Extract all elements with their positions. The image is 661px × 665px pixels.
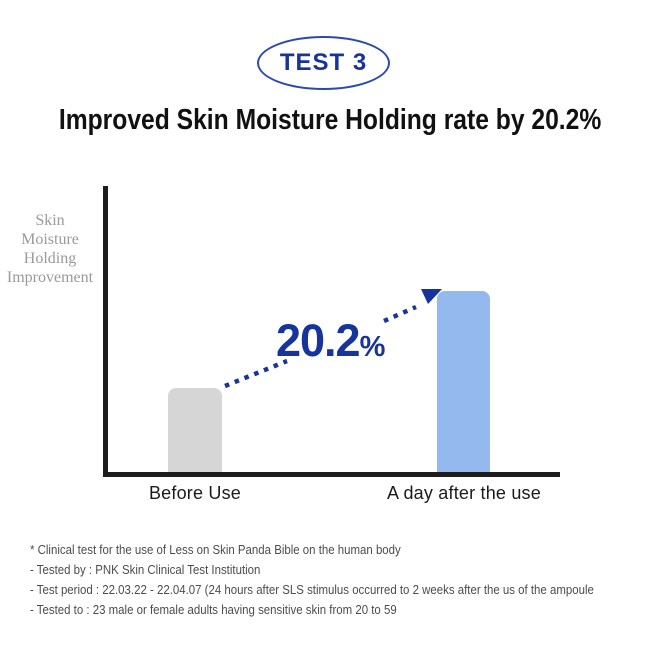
increase-unit: % [359, 331, 386, 363]
x-axis-line [103, 472, 560, 477]
footnote-tested-by: - Tested by : PNK Skin Clinical Test Ins… [30, 562, 261, 577]
y-axis-label-line: Improvement [6, 269, 94, 286]
y-axis-line [103, 186, 108, 477]
footnotes: * Clinical test for the use of Less on S… [30, 540, 661, 620]
y-axis-label-line: Moisture [21, 231, 79, 248]
y-axis-label-line: Skin [35, 212, 65, 229]
increase-value: 20.2 [276, 315, 361, 366]
x-label-before-use: Before Use [148, 483, 242, 503]
footnote-test-period: - Test period : 22.03.22 - 22.04.07 (24 … [30, 582, 594, 597]
test-badge-label: TEST 3 [279, 49, 368, 76]
bar-after-use [437, 291, 490, 472]
bar-before-use [168, 388, 222, 472]
test-badge: TEST 3 [257, 36, 390, 90]
y-axis-label-line: Holding [23, 250, 77, 267]
increase-annotation: 20.2% [276, 315, 385, 367]
x-label-after-use: A day after the use [387, 483, 541, 503]
y-axis-label: Skin Moisture Holding Improvement [0, 211, 100, 287]
page-title: Improved Skin Moisture Holding rate by 2… [0, 100, 661, 137]
page-title-text: Improved Skin Moisture Holding rate by 2… [59, 104, 602, 136]
footnote-tested-to: - Tested to : 23 male or female adults h… [30, 602, 397, 617]
footnote-clinical-test: * Clinical test for the use of Less on S… [30, 542, 401, 557]
